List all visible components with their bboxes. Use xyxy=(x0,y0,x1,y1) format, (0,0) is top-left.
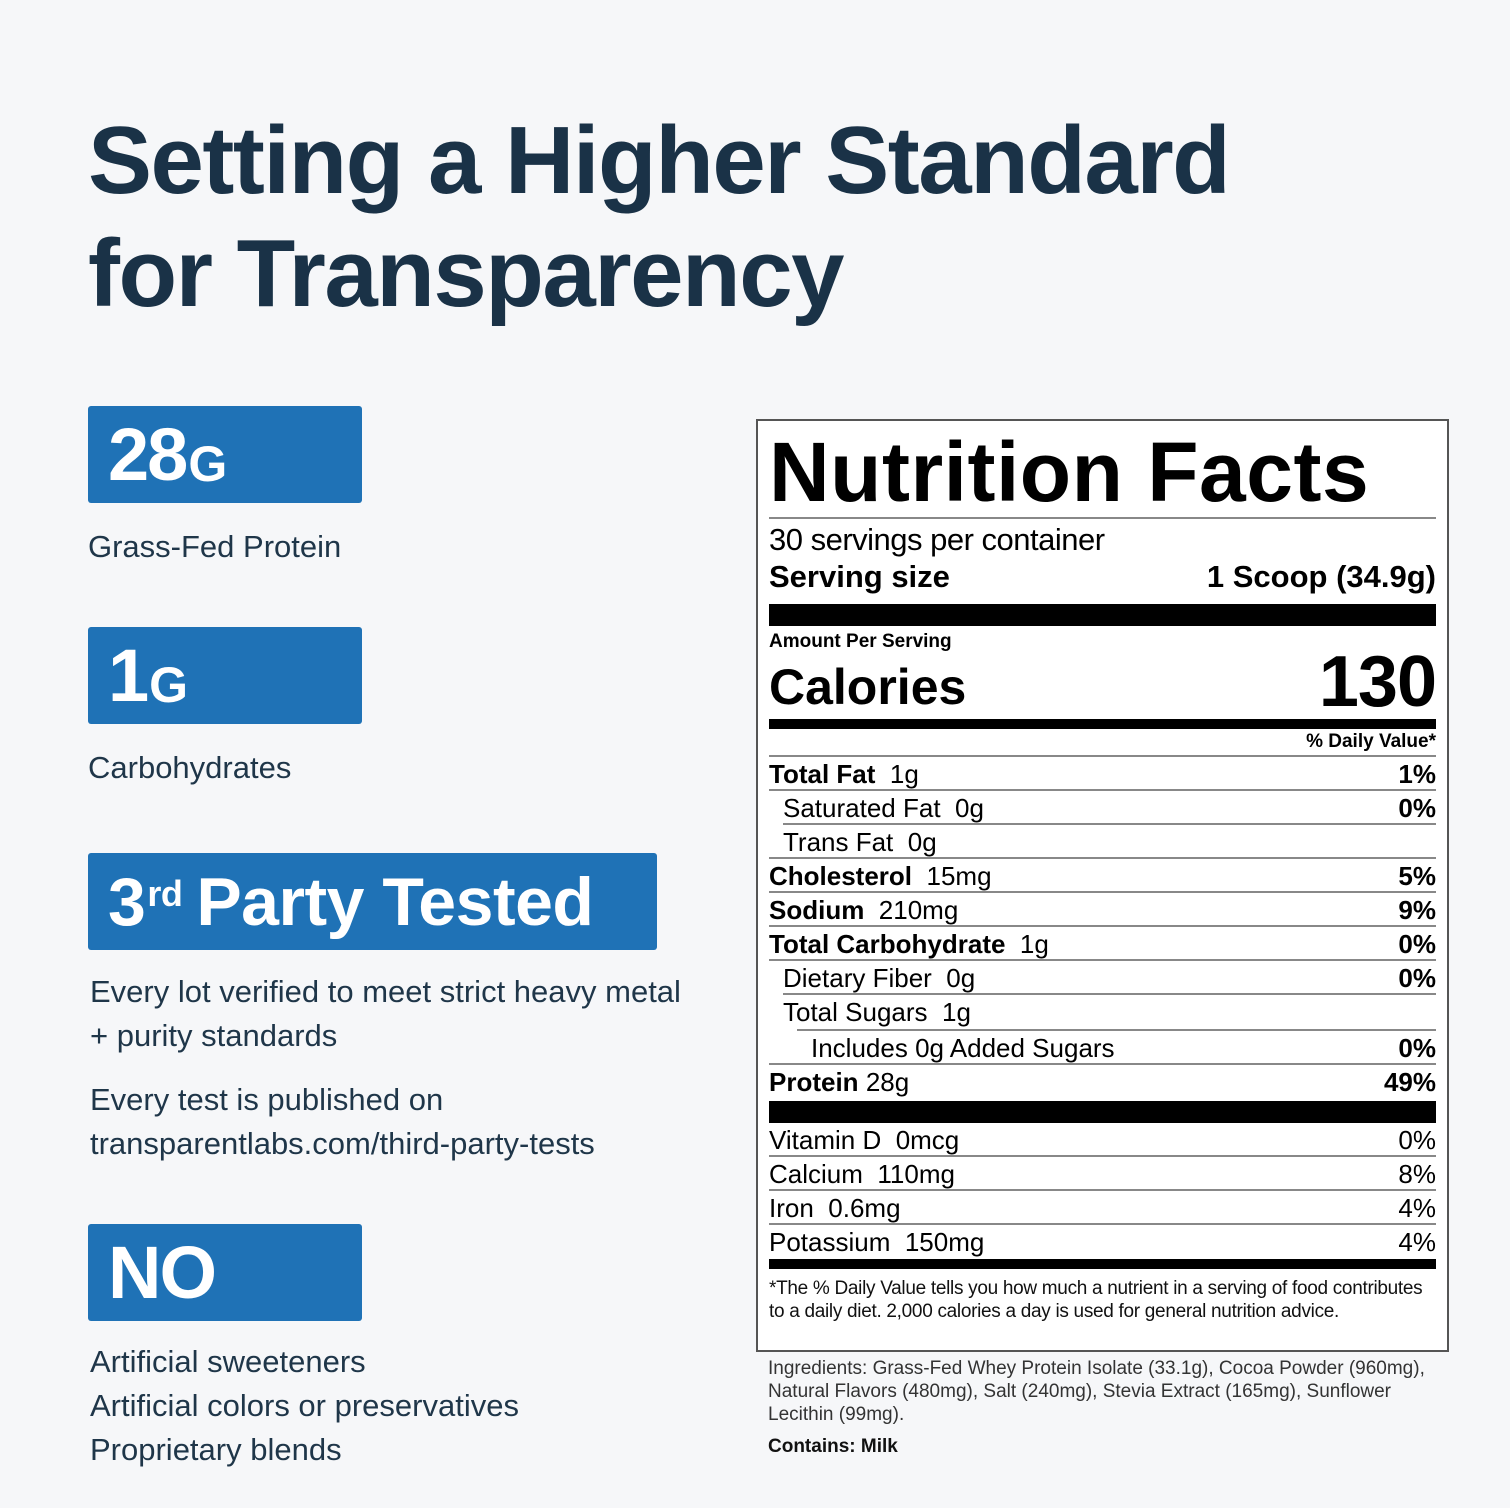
serving-size-row: Serving size 1 Scoop (34.9g) xyxy=(769,559,1436,595)
amount-per-serving: Amount Per Serving xyxy=(769,631,952,652)
vitamin-name: Iron xyxy=(769,1193,814,1223)
vitamin-row-calcium: Calcium 110mg 8% xyxy=(769,1157,1436,1191)
nutrient-row-saturated-fat: Saturated Fat 0g 0% xyxy=(783,791,1436,825)
no-badge: NO xyxy=(88,1224,362,1321)
page-headline: Setting a Higher Standard for Transparen… xyxy=(88,104,1231,330)
nutrient-name: Total Fat xyxy=(769,759,876,789)
vitamin-amount: 150mg xyxy=(904,1227,985,1257)
nutrient-name: Sodium xyxy=(769,895,865,925)
allergen-statement: Contains: Milk xyxy=(768,1436,898,1457)
protein-badge: 28 G xyxy=(88,406,362,503)
nutrient-dv: 9% xyxy=(1398,895,1436,925)
vitamin-name: Potassium xyxy=(769,1227,891,1257)
carbohydrates-caption: Carbohydrates xyxy=(88,750,292,785)
nutrient-amount: 28g xyxy=(865,1067,910,1097)
no-caption-list: Artificial sweeteners Artificial colors … xyxy=(90,1340,519,1472)
nutrient-amount: 0g xyxy=(946,963,976,993)
nutrient-name: Includes 0g Added Sugars xyxy=(811,1033,1115,1063)
nutrient-row-trans-fat: Trans Fat 0g xyxy=(769,825,1436,859)
nutrient-dv: 5% xyxy=(1398,861,1436,891)
tested-badge-text: Party Tested xyxy=(196,863,594,940)
thick-divider xyxy=(769,1101,1436,1123)
divider xyxy=(769,517,1436,519)
protein-badge-value: 28 xyxy=(108,412,188,496)
no-item-proprietary-blends: Proprietary blends xyxy=(90,1432,342,1467)
serving-size-label: Serving size xyxy=(769,559,950,594)
no-badge-text: NO xyxy=(108,1230,217,1314)
ingredients-list: Ingredients: Grass-Fed Whey Protein Isol… xyxy=(768,1358,1425,1425)
vitamin-amount: 0.6mg xyxy=(828,1193,901,1223)
calories-label: Calories xyxy=(769,659,967,715)
nutrient-name: Cholesterol xyxy=(769,861,913,891)
vitamin-dv: 4% xyxy=(1398,1227,1436,1257)
calories-row: Calories 130 xyxy=(769,646,1437,718)
vitamin-dv: 0% xyxy=(1398,1125,1436,1155)
tested-badge-ordinal: 3 xyxy=(108,863,146,940)
nutrient-row-sodium: Sodium 210mg 9% xyxy=(769,893,1436,927)
nutrient-dv: 0% xyxy=(1398,793,1436,823)
vitamin-row-potassium: Potassium 150mg 4% xyxy=(769,1225,1436,1259)
vitamin-dv: 8% xyxy=(1398,1159,1436,1189)
nutrient-dv: 49% xyxy=(1383,1067,1436,1097)
tested-badge-ordinal-suffix: rd xyxy=(147,872,183,914)
nutrient-name: Total Carbohydrate xyxy=(769,929,1006,959)
nutrient-name: Total Sugars xyxy=(783,997,928,1027)
nutrient-row-cholesterol: Cholesterol 15mg 5% xyxy=(769,859,1436,893)
nutrient-amount: 1g xyxy=(941,997,971,1027)
nutrient-name: Trans Fat xyxy=(783,827,894,857)
vitamin-name: Calcium xyxy=(769,1159,863,1189)
nutrient-row-total-carbohydrate: Total Carbohydrate 1g 0% xyxy=(769,927,1436,961)
carbohydrates-badge-unit: G xyxy=(149,657,189,713)
nutrient-amount: 0g xyxy=(955,793,984,823)
nutrient-name: Dietary Fiber xyxy=(783,963,932,993)
no-item-artificial-colors: Artificial colors or preservatives xyxy=(90,1388,519,1423)
no-item-artificial-sweeteners: Artificial sweeteners xyxy=(90,1344,366,1379)
headline-line-1: Setting a Higher Standard xyxy=(88,107,1231,214)
nutrient-row-total-fat: Total Fat 1g 1% xyxy=(769,757,1436,791)
serving-size-value: 1 Scoop (34.9g) xyxy=(1206,559,1436,594)
protein-caption: Grass-Fed Protein xyxy=(88,529,342,564)
vitamin-row-vitamin-d: Vitamin D 0mcg 0% xyxy=(769,1123,1436,1157)
nutrient-dv: 0% xyxy=(1398,929,1436,959)
nutrient-name: Protein xyxy=(769,1067,859,1097)
nutrient-dv: 1% xyxy=(1398,759,1436,789)
nutrient-dv: 0% xyxy=(1398,1033,1436,1063)
nutrition-facts-label: Nutrition Facts 30 servings per containe… xyxy=(756,419,1449,1352)
medium-divider xyxy=(769,1259,1436,1269)
medium-divider xyxy=(769,719,1436,729)
daily-value-footnote: *The % Daily Value tells you how much a … xyxy=(769,1278,1423,1322)
vitamin-row-iron: Iron 0.6mg 4% xyxy=(769,1191,1436,1225)
carbohydrates-badge-value: 1 xyxy=(108,633,149,717)
nutrient-row-added-sugars: Includes 0g Added Sugars 0% xyxy=(769,1031,1436,1065)
nutrient-row-dietary-fiber: Dietary Fiber 0g 0% xyxy=(783,961,1436,995)
carbohydrates-badge: 1 G xyxy=(88,627,362,724)
servings-per-container: 30 servings per container xyxy=(769,522,1105,557)
nutrient-amount: 0g xyxy=(907,827,937,857)
daily-value-header: % Daily Value* xyxy=(769,729,1436,757)
thick-divider xyxy=(769,604,1436,626)
nutrient-name: Saturated Fat xyxy=(783,793,941,823)
nutrient-amount: 15mg xyxy=(926,861,992,891)
vitamin-dv: 4% xyxy=(1398,1193,1436,1223)
protein-badge-unit: G xyxy=(188,436,228,492)
nutrient-amount: 210mg xyxy=(878,895,959,925)
nutrient-row-protein: Protein 28g 49% xyxy=(769,1065,1436,1099)
nutrition-facts-title: Nutrition Facts xyxy=(769,425,1370,519)
vitamin-name: Vitamin D xyxy=(769,1125,882,1155)
divider xyxy=(797,1029,1436,1031)
tested-caption-published: Every test is published on transparentla… xyxy=(90,1082,595,1161)
calories-value: 130 xyxy=(1318,642,1437,722)
nutrient-amount: 1g xyxy=(889,759,919,789)
nutrient-amount: 1g xyxy=(1019,929,1049,959)
nutrient-row-total-sugars: Total Sugars 1g xyxy=(769,995,1436,1029)
nutrient-dv: 0% xyxy=(1398,963,1436,993)
vitamin-amount: 110mg xyxy=(877,1159,955,1189)
tested-caption-verification: Every lot verified to meet strict heavy … xyxy=(90,974,681,1053)
headline-line-2: for Transparency xyxy=(88,220,844,327)
vitamin-amount: 0mcg xyxy=(895,1125,960,1155)
